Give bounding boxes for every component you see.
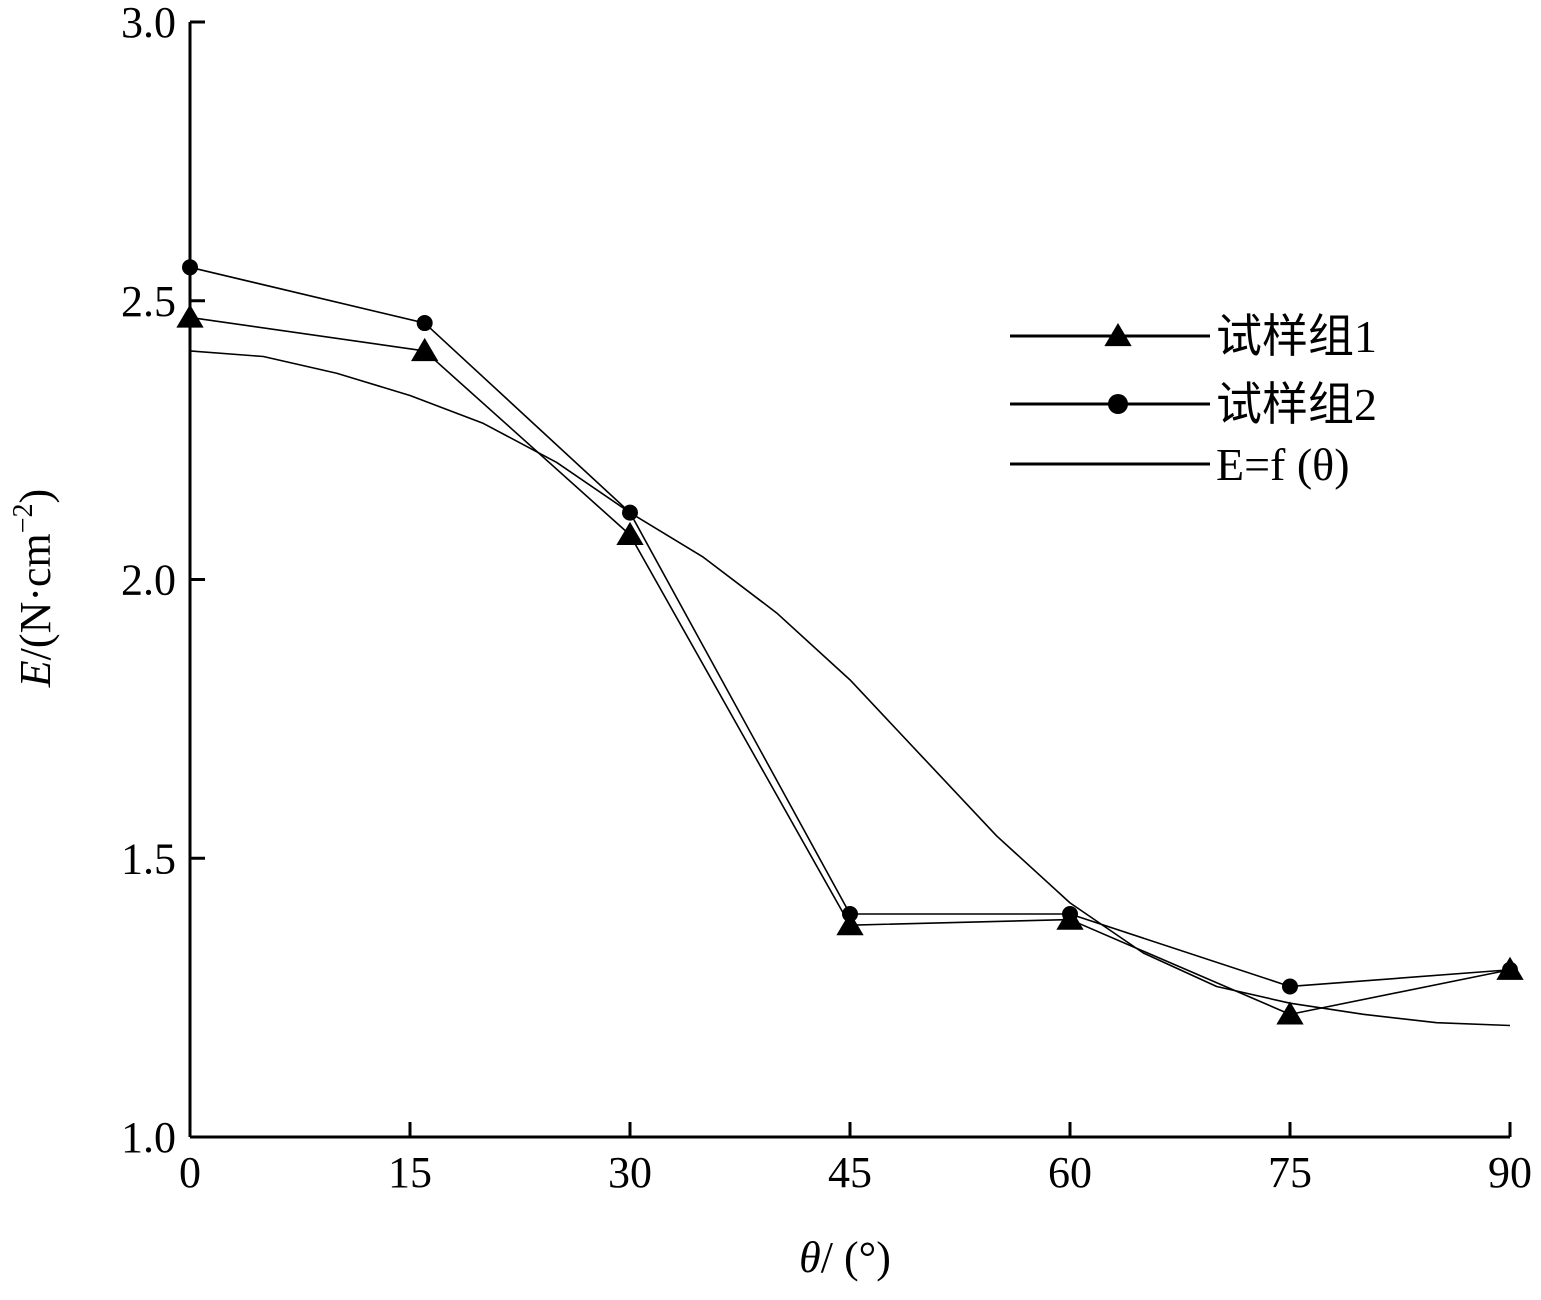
legend-item-1: 试样组1 <box>1010 311 1377 362</box>
y-axis-label: E/(N·cm−2) <box>8 489 60 688</box>
data-point-triangle <box>836 912 864 936</box>
legend-label: 试样组1 <box>1216 311 1377 362</box>
data-point-triangle <box>616 521 644 546</box>
data-point-triangle <box>176 304 204 328</box>
y-tick-label: 2.0 <box>121 556 176 605</box>
x-tick-label: 30 <box>608 1148 652 1197</box>
data-point-circle <box>182 259 198 276</box>
data-point-triangle <box>1276 1001 1304 1025</box>
data-point-triangle <box>411 337 439 362</box>
series-layer <box>176 259 1524 1027</box>
legend-item-3: E=f (θ) <box>1010 439 1350 490</box>
x-tick-label: 60 <box>1048 1148 1092 1197</box>
series-3 <box>189 350 1511 1027</box>
series-3-line <box>189 350 1511 1027</box>
data-point-circle <box>1502 961 1518 978</box>
x-axis-label: θ/ (°) <box>799 1233 891 1282</box>
x-tick-label: 75 <box>1268 1148 1312 1197</box>
y-tick-label: 3.0 <box>121 0 176 47</box>
x-tick-label: 0 <box>179 1148 201 1197</box>
series-1 <box>176 304 1524 1025</box>
legend: 试样组1 试样组2 E=f (θ) <box>1010 311 1377 490</box>
series-2 <box>182 259 1518 995</box>
y-tick-label: 1.5 <box>121 834 176 883</box>
legend-label: E=f (θ) <box>1216 439 1350 490</box>
data-point-circle <box>842 906 858 922</box>
legend-item-2: 试样组2 <box>1010 379 1377 430</box>
x-axis-symbol: θ <box>799 1233 821 1282</box>
y-axis-close: ) <box>11 489 60 504</box>
y-axis-unit: /(N·cm <box>11 533 60 660</box>
series-2-line <box>189 266 1511 988</box>
y-axis-symbol: E <box>11 660 60 688</box>
y-tick-label: 1.0 <box>121 1113 176 1162</box>
x-tick-label: 45 <box>828 1148 872 1197</box>
y-axis-unit-exponent: −2 <box>8 503 39 533</box>
y-tick-label: 2.5 <box>121 277 176 326</box>
legend-marker-triangle <box>1104 323 1132 347</box>
axes: 1.0 1.5 2.0 2.5 3.0 0 15 30 45 60 75 90 <box>121 0 1532 1197</box>
x-tick-label: 90 <box>1488 1148 1532 1197</box>
x-axis-unit: / (°) <box>821 1233 891 1282</box>
data-point-circle <box>416 315 433 332</box>
x-tick-label: 15 <box>388 1148 432 1197</box>
legend-marker-circle <box>1108 394 1128 414</box>
data-point-circle <box>1282 978 1298 995</box>
legend-label: 试样组2 <box>1216 379 1377 430</box>
data-point-circle <box>1062 906 1078 922</box>
